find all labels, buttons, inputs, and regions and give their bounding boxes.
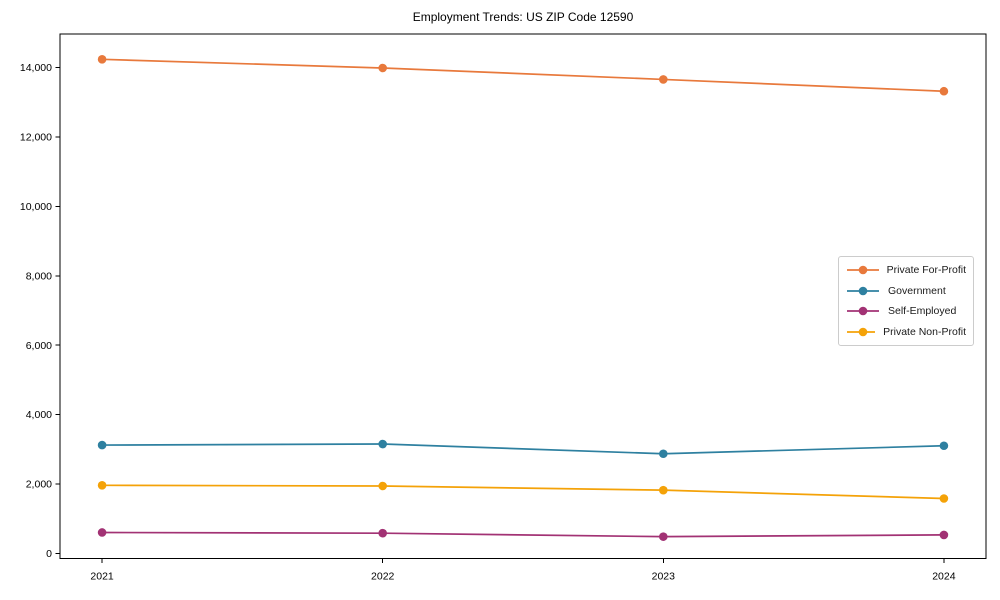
y-tick-label: 2,000 [26, 479, 52, 491]
legend-item: Private For-Profit [846, 260, 966, 281]
legend-item-label: Government [888, 284, 946, 297]
legend-item-label: Private For-Profit [886, 264, 966, 277]
legend-item-label: Self-Employed [888, 305, 957, 318]
data-point-marker [939, 441, 949, 451]
data-point-marker [659, 532, 668, 541]
data-point-marker [939, 86, 949, 96]
series-line [101, 443, 945, 455]
series-line [101, 58, 945, 93]
data-point-marker [659, 449, 668, 459]
data-point-marker [97, 481, 107, 490]
y-tick-label: 0 [46, 548, 52, 560]
legend: Private For-Profit Government Self-Employe… [838, 256, 974, 346]
legend-marker-icon [847, 327, 876, 337]
series-line [101, 484, 945, 500]
legend-item: Government [846, 281, 966, 302]
x-tick-label: 2024 [932, 571, 956, 583]
data-point-marker [659, 75, 668, 84]
legend-item: Self-Employed [846, 301, 966, 322]
axes-frame [59, 33, 987, 559]
data-point-marker [939, 494, 949, 503]
x-tick-label: 2023 [652, 571, 676, 583]
data-point-marker [378, 63, 387, 73]
data-point-marker [97, 528, 107, 537]
legend-item-label: Private Non-Profit [883, 325, 966, 338]
y-tick-label: 14,000 [20, 62, 52, 74]
y-tick-label: 4,000 [26, 409, 52, 421]
legend-marker-icon [847, 306, 879, 316]
x-tick-label: 2021 [90, 571, 114, 583]
legend-marker-icon [847, 286, 879, 296]
legend-item: Private Non-Profit [846, 322, 966, 343]
data-point-marker [378, 439, 387, 449]
y-tick-label: 10,000 [20, 201, 52, 213]
data-point-marker [97, 55, 107, 64]
y-tick-label: 6,000 [26, 340, 52, 352]
x-tick-label: 2022 [371, 571, 395, 583]
legend-marker-icon [847, 265, 879, 275]
chart-title: Employment Trends: US ZIP Code 12590 [412, 10, 634, 24]
data-point-marker [378, 481, 387, 491]
data-point-marker [378, 528, 387, 538]
data-point-marker [659, 485, 668, 495]
data-point-marker [97, 440, 107, 450]
series-line [101, 531, 945, 538]
y-tick-label: 12,000 [20, 132, 52, 144]
y-tick-label: 8,000 [26, 270, 52, 282]
data-point-marker [939, 530, 949, 540]
